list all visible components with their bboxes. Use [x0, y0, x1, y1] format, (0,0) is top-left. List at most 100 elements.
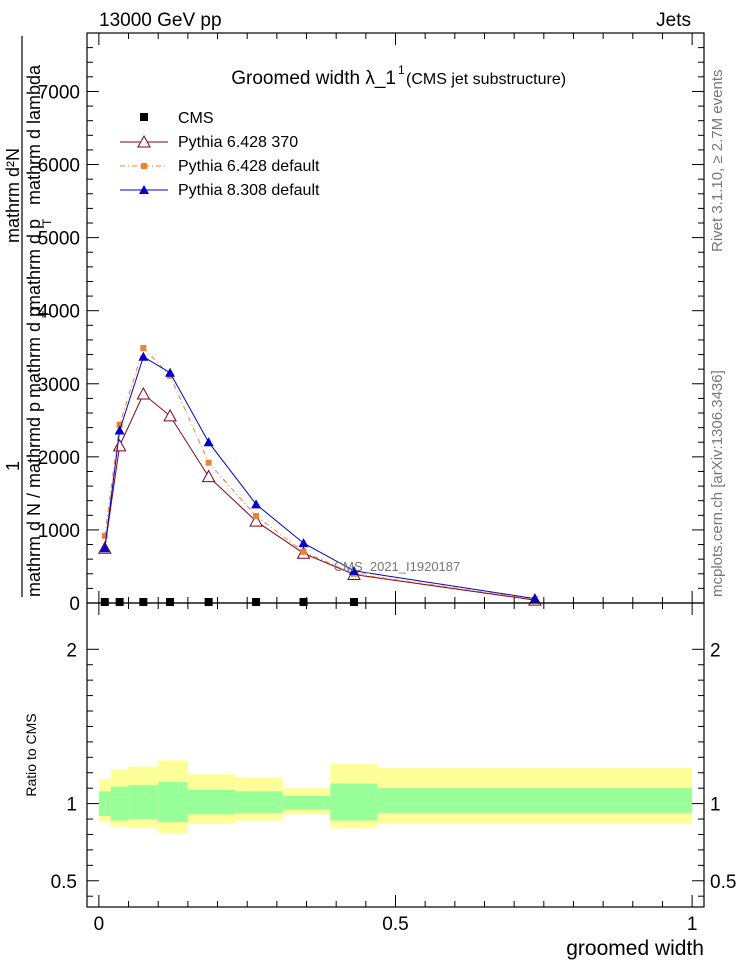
- legend-label-pythia6-default: Pythia 6.428 default: [178, 158, 320, 175]
- y-tick-label: 2000: [38, 448, 80, 469]
- ratio-y-tick-label-right: 1: [710, 795, 721, 816]
- data-point: [205, 459, 212, 466]
- y-tick-label: 1000: [38, 521, 80, 542]
- y-axis-label-line-2: mathrm d lambda: [24, 64, 44, 205]
- y-tick-label: 4000: [38, 302, 80, 323]
- data-point: [112, 438, 127, 452]
- y-axis-label-line-1: mathrm d²N: [3, 148, 23, 243]
- data-point: [139, 598, 148, 606]
- legend-entry-cms: CMS: [140, 110, 214, 127]
- x-tick-label: 0.5: [382, 914, 408, 935]
- ratio-stat-band: [98, 791, 111, 816]
- ratio-y-tick-label-right: 2: [710, 640, 721, 661]
- header-right: Jets: [656, 10, 691, 31]
- data-point: [529, 593, 540, 603]
- x-tick-label: 0: [94, 914, 105, 935]
- chart-title-sup: 1: [398, 63, 405, 77]
- y-axis-label-line-6: 1: [3, 461, 23, 471]
- ratio-y-tick-label-left: 2: [66, 640, 77, 661]
- mcplots-label: mcplots.cern.ch [arXiv:1306.3436]: [709, 370, 726, 597]
- ratio-y-tick-label-right: 0.5: [710, 872, 736, 893]
- legend-entry-pythia6-370: Pythia 6.428 370: [120, 134, 298, 151]
- series-line: [104, 347, 535, 600]
- data-point: [140, 344, 147, 351]
- legend-marker-pythia6-default: [141, 163, 147, 169]
- legend-marker-pythia6-370: [137, 134, 151, 148]
- data-point: [163, 408, 177, 422]
- data-point: [165, 367, 176, 377]
- data-point: [114, 425, 125, 435]
- data-point: [348, 565, 359, 575]
- data-point: [251, 499, 262, 509]
- y-tick-label: 7000: [38, 82, 80, 103]
- main-ticks: [87, 32, 704, 604]
- main-ytick-labels: 0 1000 2000 3000 4000 5000 6000 7000: [38, 82, 80, 615]
- main-series-layer: [97, 344, 542, 606]
- data-point: [101, 532, 108, 539]
- ratio-y-axis-label: Ratio to CMS: [23, 713, 39, 796]
- series-line: [104, 393, 535, 601]
- data-point: [201, 469, 216, 483]
- ratio-ticks: [87, 603, 704, 907]
- y-tick-label: 3000: [38, 375, 80, 396]
- data-point: [99, 543, 110, 553]
- data-point: [116, 421, 123, 428]
- x-tick-label: 1: [687, 914, 698, 935]
- ratio-ytick-labels: 0.5 0.5 1 1 2 2: [51, 640, 737, 892]
- data-point: [349, 598, 358, 606]
- rivet-label: Rivet 3.1.10, ≥ 2.7M events: [709, 70, 726, 253]
- data-point: [138, 351, 149, 361]
- ratio-stat-band: [187, 789, 236, 815]
- legend-marker-cms: [140, 113, 148, 121]
- ratio-stat-band: [110, 786, 129, 821]
- y-axis-label-sub-1: T: [40, 218, 54, 226]
- chart-title: Groomed width λ_1: [231, 68, 396, 89]
- x-axis-label: groomed width: [566, 937, 704, 960]
- data-point: [252, 598, 261, 606]
- legend-label-pythia8-default: Pythia 8.308 default: [178, 182, 320, 199]
- ratio-y-tick-label-left: 0.5: [51, 872, 77, 893]
- ratio-stat-band: [235, 791, 283, 813]
- y-tick-label: 0: [69, 594, 80, 615]
- legend-marker-pythia8-default: [139, 185, 149, 194]
- ratio-stat-band: [282, 795, 331, 810]
- ratio-plot: 0.5 0.51 12 2 0 0.5 1 Ratio to CMS groomed wi…: [23, 602, 737, 960]
- x-tick-labels: 0 0.5 1: [94, 914, 698, 935]
- chart-title-suffix: (CMS jet substructure): [406, 71, 566, 88]
- y-tick-label: 5000: [38, 229, 80, 250]
- data-point: [203, 437, 214, 447]
- y-axis-label: mathrm d²N mathrm d lambda mathrm d p T …: [3, 36, 54, 597]
- y-axis-label-sub-2: T: [40, 310, 54, 318]
- ratio-stat-band: [158, 782, 188, 823]
- series-1: [97, 386, 542, 606]
- data-point: [115, 598, 124, 606]
- y-axis-label-line-3: mathrm d p: [24, 219, 44, 310]
- legend-entry-pythia6-default: Pythia 6.428 default: [120, 158, 320, 175]
- data-point: [253, 513, 260, 520]
- ratio-stat-band: [330, 783, 378, 821]
- watermark: CMS_2021_I1920187: [334, 559, 461, 574]
- legend: CMS Pythia 6.428 370 Pythia 6.428 defaul…: [120, 110, 320, 199]
- data-point: [136, 386, 151, 400]
- data-point: [299, 598, 308, 606]
- y-axis-label-line-4: mathrm d p: [24, 307, 44, 398]
- ratio-plot-frame: [86, 602, 705, 908]
- series-2: [101, 344, 538, 603]
- ratio-stat-band: [128, 785, 159, 820]
- data-point: [249, 514, 263, 527]
- header-left: 13000 GeV pp: [99, 10, 222, 31]
- data-point: [166, 598, 175, 606]
- series-3: [99, 351, 540, 603]
- data-point: [300, 548, 307, 555]
- data-point: [298, 538, 309, 548]
- legend-entry-pythia8-default: Pythia 8.308 default: [120, 182, 320, 199]
- ratio-y-tick-label-left: 1: [66, 795, 77, 816]
- y-tick-label: 6000: [38, 156, 80, 177]
- legend-label-pythia6-370: Pythia 6.428 370: [178, 134, 298, 151]
- data-point: [204, 598, 213, 606]
- ratio-stat-band: [377, 788, 693, 813]
- y-axis-label-line-5: mathrm d N / mathrmd p: [24, 402, 44, 597]
- ratio-bands: [98, 760, 693, 833]
- series-line: [104, 355, 535, 600]
